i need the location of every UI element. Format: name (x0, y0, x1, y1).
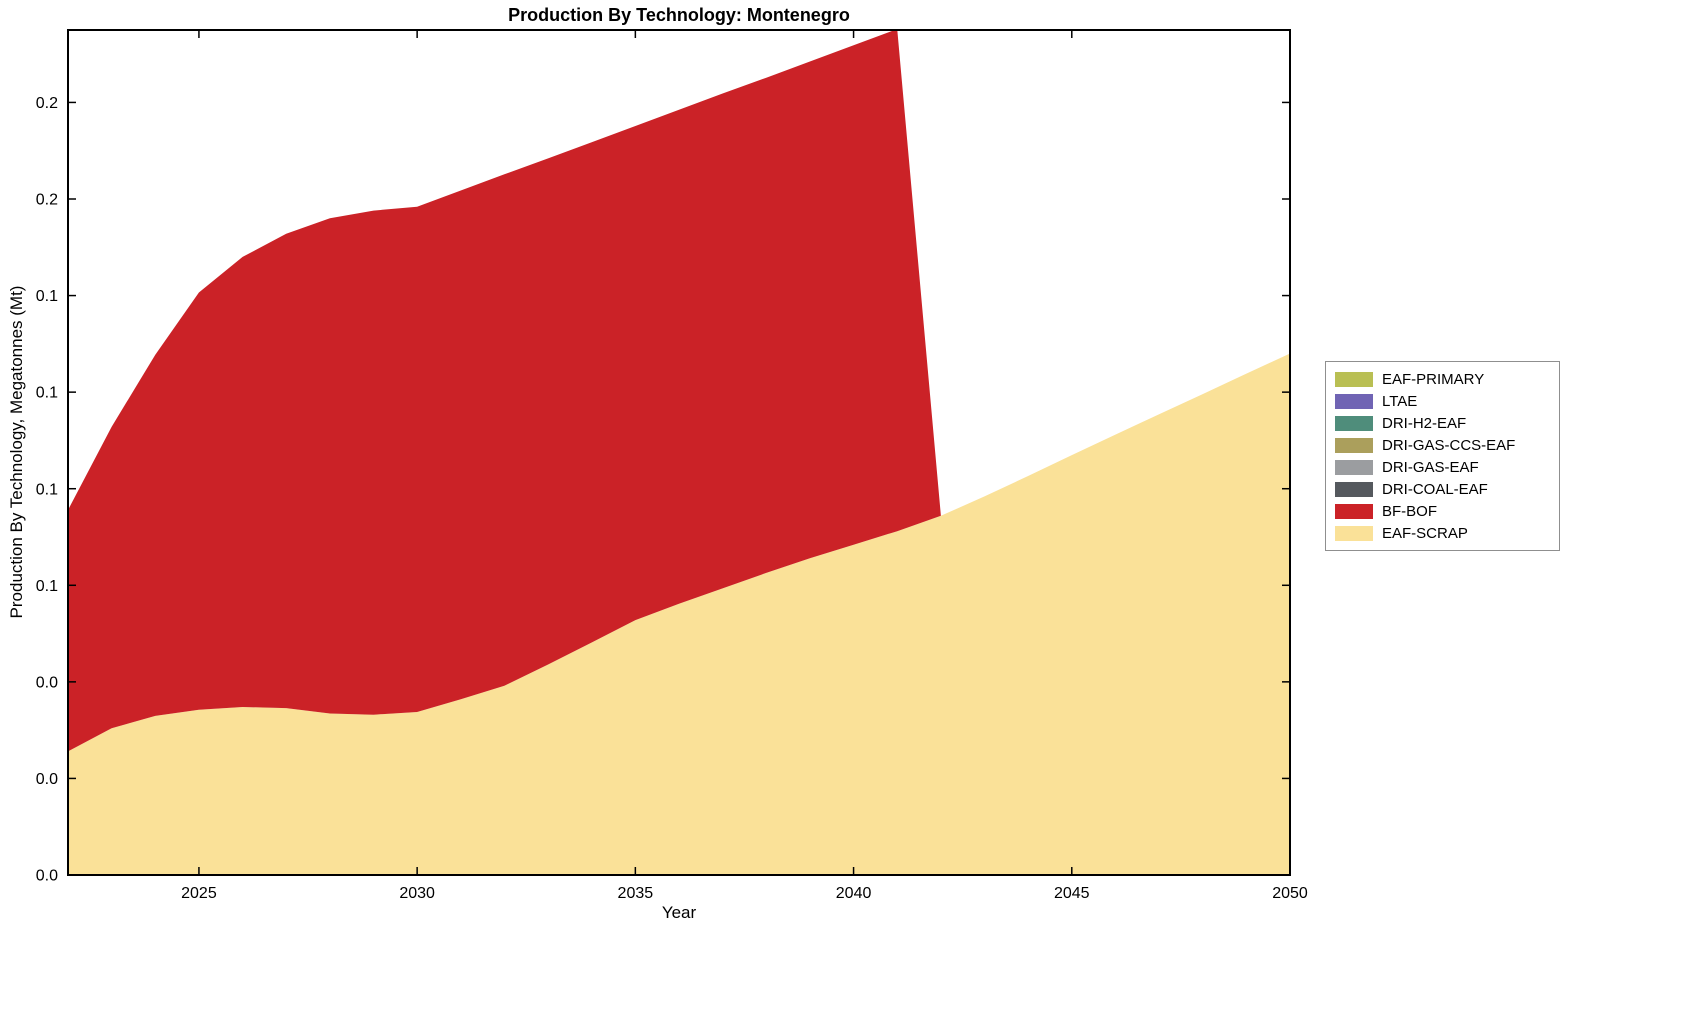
y-tick-label: 0.2 (36, 95, 58, 112)
legend-swatch (1335, 437, 1373, 453)
legend-swatch (1335, 415, 1373, 431)
legend-label: LTAE (1382, 392, 1418, 410)
legend-label: BF-BOF (1382, 502, 1437, 520)
x-tick-label: 2040 (836, 885, 872, 902)
area-series-BF-BOF (68, 30, 1290, 752)
legend-item: DRI-GAS-CCS-EAF (1335, 434, 1550, 456)
legend-label: DRI-COAL-EAF (1382, 480, 1488, 498)
y-tick-label: 0.0 (36, 868, 58, 885)
legend-item: BF-BOF (1335, 500, 1550, 522)
x-tick-label: 2030 (399, 885, 435, 902)
area-series-EAF-SCRAP (68, 353, 1290, 875)
legend-swatch (1335, 393, 1373, 409)
chart-title: Production By Technology: Montenegro (508, 5, 850, 25)
x-tick-label: 2045 (1054, 885, 1090, 902)
legend-label: EAF-SCRAP (1382, 524, 1468, 542)
legend-item: DRI-COAL-EAF (1335, 478, 1550, 500)
legend-swatch (1335, 459, 1373, 475)
legend-item: EAF-SCRAP (1335, 522, 1550, 544)
plot-border (67, 29, 1291, 876)
y-tick-label: 0.0 (36, 674, 58, 691)
y-axis-label: Production By Technology, Megatonnes (Mt… (7, 285, 26, 619)
legend-swatch (1335, 503, 1373, 519)
legend-label: EAF-PRIMARY (1382, 370, 1485, 388)
legend-item: DRI-GAS-EAF (1335, 456, 1550, 478)
legend-item: LTAE (1335, 390, 1550, 412)
legend-item: DRI-H2-EAF (1335, 412, 1550, 434)
legend-label: DRI-GAS-CCS-EAF (1382, 436, 1516, 454)
x-tick-label: 2050 (1272, 885, 1308, 902)
legend-swatch (1335, 371, 1373, 387)
y-tick-label: 0.1 (36, 578, 58, 595)
tick-labels: 2025 2030 2035 2040 2045 2050 0.0 0.0 0.0 0.1 0.1 0… (36, 95, 1308, 902)
legend-swatch (1335, 525, 1373, 541)
y-tick-label: 0.1 (36, 481, 58, 498)
legend-swatch (1335, 481, 1373, 497)
legend-item: EAF-PRIMARY (1335, 368, 1550, 390)
y-tick-label: 0.1 (36, 288, 58, 305)
stacked-areas (68, 30, 1290, 875)
y-tick-label: 0.0 (36, 771, 58, 788)
x-tick-label: 2025 (181, 885, 217, 902)
x-axis-label: Year (661, 903, 697, 922)
legend-label: DRI-GAS-EAF (1382, 458, 1479, 476)
y-tick-label: 0.1 (36, 385, 58, 402)
legend-label: DRI-H2-EAF (1382, 414, 1467, 432)
legend: EAF-PRIMARY LTAE DRI-H2-EAF DRI-GAS-CCS-EAF… (1325, 361, 1560, 551)
x-tick-label: 2035 (618, 885, 654, 902)
y-tick-label: 0.2 (36, 192, 58, 209)
